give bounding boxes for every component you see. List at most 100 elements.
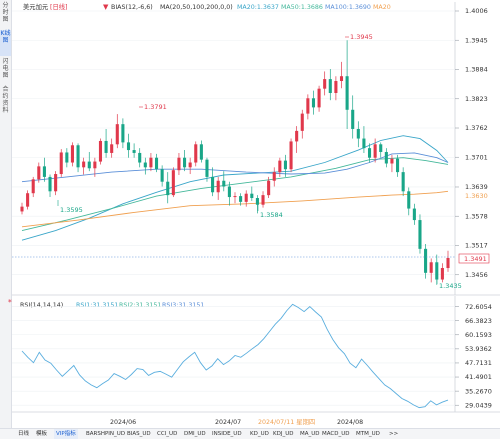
candlestick — [412, 203, 416, 225]
rsi-tick-label: 60.1593 — [465, 331, 492, 339]
tab-bias[interactable]: BIAS_UD — [127, 431, 151, 437]
candlestick-series — [20, 40, 450, 285]
price-tick-label: 1.3639 — [465, 183, 488, 191]
left-sidebar: 分时图 K线图 闪电图 合约资料 — [0, 0, 12, 438]
candlestick — [334, 76, 338, 101]
candlestick — [300, 109, 304, 139]
moving-average-lines — [21, 135, 449, 241]
candlestick — [70, 142, 74, 167]
rsi-header: RSI(14,14,14) RSI1:31.3151 RSI2:31.3151 … — [20, 302, 204, 309]
ma-line-ma100 — [21, 152, 449, 183]
candlestick — [104, 128, 108, 158]
price-tick-label: 1.3823 — [465, 95, 488, 103]
annotation-low-1: 1.3595 — [60, 206, 83, 214]
tab-vip-indicator[interactable]: VIP指标 — [54, 429, 78, 439]
x-axis-label: 2024/08 — [337, 419, 363, 426]
candle-body — [48, 176, 52, 192]
rsi1-value: RSI1:31.3151 — [76, 302, 118, 309]
tab-inside[interactable]: INSIDE_UD — [212, 431, 242, 437]
tab-template[interactable]: 模板 — [36, 431, 48, 437]
period-selector[interactable]: 日线 — [18, 431, 30, 437]
tab-ma[interactable]: MA_UD — [300, 431, 320, 437]
sidebar-item-timeshare[interactable]: 分时图 — [0, 2, 11, 28]
ma-line-ma20 — [21, 135, 449, 241]
candle-body — [323, 79, 327, 89]
candle-body — [390, 158, 394, 164]
candlestick — [250, 186, 254, 201]
indicator-bias[interactable]: BIAS(12,-6,6) — [111, 4, 153, 11]
candlestick — [82, 157, 86, 175]
candlestick — [306, 94, 310, 120]
price-header: 美元加元 [日线] ▼ BIAS(12,-6,6) MA(20,50,100,2… — [23, 2, 391, 11]
candlestick — [362, 126, 366, 153]
candle-body — [42, 166, 46, 177]
tab-dmi[interactable]: DMI_UD — [184, 431, 206, 437]
candlestick — [373, 138, 377, 163]
period-label: [日线] — [50, 2, 68, 11]
price-tick-label: 1.3701 — [465, 153, 488, 161]
candlestick — [160, 165, 164, 187]
sidebar-item-contract[interactable]: 合约资料 — [0, 86, 11, 118]
candle-body — [87, 161, 91, 169]
candlestick — [317, 85, 321, 112]
candle-body — [177, 157, 181, 171]
indicator-ma50-value: MA50:1.3686 — [281, 4, 323, 11]
candle-body — [317, 88, 321, 108]
candlestick — [138, 148, 142, 168]
tab-barshpin[interactable]: BARSHPIN_UD — [86, 431, 126, 437]
rsi-tick-label: 72.6054 — [465, 303, 492, 311]
sidebar-item-label: 闪电图 — [2, 58, 9, 79]
indicator-ma20-value: MA20:1.3637 — [237, 4, 279, 11]
indicator-ma[interactable]: MA(20,50,100,200,0,0) — [160, 4, 233, 11]
candle-body — [59, 152, 63, 175]
tab-kdj[interactable]: KDJ_UD — [273, 431, 294, 437]
price-y-axis: 1.4006 1.3945 1.3884 1.3823 1.3762 1.3701 1.36… — [455, 7, 488, 279]
candlestick — [278, 157, 282, 177]
candle-body — [171, 170, 175, 196]
tab-kd[interactable]: KD_UD — [250, 431, 269, 437]
candlestick — [295, 126, 299, 153]
rsi-y-axis: 72.6054 66.3823 60.1593 53.9362 47.7131 41.49… — [455, 303, 492, 409]
candle-body — [283, 160, 287, 170]
candle-body — [211, 176, 215, 193]
candlestick — [311, 90, 316, 115]
candlestick — [115, 114, 119, 149]
candlestick — [42, 157, 46, 182]
candle-body — [20, 206, 24, 212]
candlestick — [76, 143, 80, 173]
candlestick — [261, 191, 265, 208]
candle-body — [435, 262, 439, 280]
candlestick — [26, 190, 30, 210]
candlestick — [211, 167, 215, 197]
price-tick-label: 1.3945 — [465, 36, 488, 44]
candle-body — [183, 157, 187, 168]
candle-body — [154, 157, 159, 170]
candle-body — [166, 181, 170, 196]
candle-body — [356, 128, 360, 139]
tab-more[interactable]: >> — [389, 431, 399, 437]
candlestick — [233, 192, 237, 204]
rsi-tick-label: 66.3823 — [465, 317, 492, 325]
candle-body — [93, 161, 97, 169]
candle-body — [110, 144, 114, 153]
candle-body — [418, 220, 422, 249]
tab-macd[interactable]: MACD_UD — [322, 431, 350, 437]
candle-body — [199, 144, 203, 160]
ma200-right-label: 1.3630 — [465, 192, 488, 200]
candle-body — [311, 98, 316, 108]
candle-body — [149, 157, 153, 168]
candle-body — [367, 148, 372, 158]
candlestick — [379, 142, 383, 158]
sidebar-item-kline[interactable]: K线图 — [0, 30, 11, 56]
candle-body — [429, 262, 433, 273]
tab-cci[interactable]: CCI_UD — [157, 431, 178, 437]
candle-body — [132, 150, 136, 153]
sidebar-item-flash[interactable]: 闪电图 — [0, 58, 11, 84]
candle-body — [362, 138, 366, 149]
candlestick — [345, 40, 349, 129]
candlestick — [396, 154, 400, 177]
rsi-tick-label: 53.9362 — [465, 345, 492, 353]
tab-mtm[interactable]: MTM_UD — [356, 431, 380, 437]
candlestick — [205, 157, 209, 182]
